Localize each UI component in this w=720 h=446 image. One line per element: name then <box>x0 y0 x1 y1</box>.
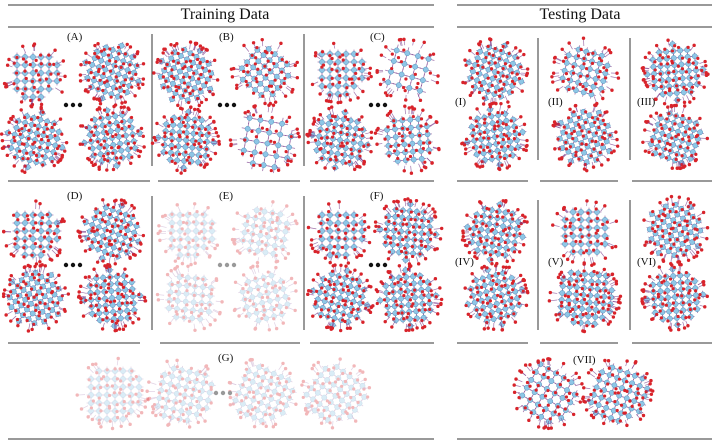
ellipsis-dot <box>77 262 83 268</box>
nanocluster <box>227 357 298 429</box>
panel-label-ii: (II) <box>548 96 563 108</box>
training-data-title: Training Data <box>180 6 270 23</box>
nanocluster <box>76 263 148 333</box>
ellipsis-dot <box>227 390 233 396</box>
divider-lines <box>8 4 712 440</box>
nanocluster <box>300 357 372 430</box>
ellipsis-dot <box>77 102 83 108</box>
ellipsis-dot <box>382 262 388 268</box>
panel-label-iv: (IV) <box>455 256 474 268</box>
nanocluster <box>641 103 710 171</box>
nanocluster <box>76 198 146 267</box>
nanocluster <box>373 197 444 266</box>
panel-label-f: (F) <box>370 190 384 202</box>
nanocluster <box>78 104 146 172</box>
ellipsis-dot <box>63 102 69 108</box>
nanocluster <box>460 199 529 266</box>
nanocluster <box>373 104 441 175</box>
nanocluster <box>156 202 220 267</box>
nanocluster <box>2 42 67 109</box>
nanocluster <box>228 103 301 174</box>
panel-label-v: (V) <box>548 256 564 268</box>
panel-label-vi: (VI) <box>637 256 656 268</box>
ellipsis-dot <box>382 102 388 108</box>
nanocluster <box>460 101 529 172</box>
ellipsis-dot <box>63 262 69 268</box>
testing-data-title: Testing Data <box>539 6 621 23</box>
nanocluster <box>230 200 299 265</box>
ellipsis-dot <box>70 102 76 108</box>
nanocluster <box>640 38 710 108</box>
nanocluster <box>155 264 224 332</box>
nanocluster-images <box>0 36 710 431</box>
panel-label-g: (G) <box>218 352 234 364</box>
panel-label-e: (E) <box>219 190 234 202</box>
nanocluster <box>375 37 440 103</box>
nanocluster <box>150 105 222 175</box>
ellipsis-dot <box>70 262 76 268</box>
nanocluster <box>1 263 71 333</box>
nanocluster <box>550 36 621 106</box>
ellipsis-dot <box>231 262 237 268</box>
nanocluster <box>463 261 530 332</box>
nanocluster <box>232 264 298 332</box>
ellipsis-dots <box>63 102 388 396</box>
ellipsis-dot <box>224 102 230 108</box>
nanocluster <box>306 263 375 333</box>
nanocluster <box>310 41 373 105</box>
nanocluster <box>642 194 710 266</box>
nanocluster <box>374 264 444 333</box>
panel-label-i: (I) <box>455 96 466 108</box>
ellipsis-dot <box>368 262 374 268</box>
nanocluster <box>78 41 146 107</box>
nanocluster <box>306 200 372 265</box>
ellipsis-dot <box>217 102 223 108</box>
nanocluster <box>547 261 623 334</box>
nanocluster <box>152 40 220 111</box>
panel-label-vii: (VII) <box>573 354 596 366</box>
nanocluster <box>581 358 655 428</box>
nanocluster <box>305 105 374 172</box>
ellipsis-dot <box>375 262 381 268</box>
ellipsis-dot <box>213 390 219 396</box>
nanocluster <box>640 262 709 332</box>
panel-label-c: (C) <box>370 31 385 43</box>
nanocluster <box>145 358 216 429</box>
nanocluster <box>1 199 66 266</box>
panel-label-a: (A) <box>67 31 83 43</box>
nanocluster <box>512 357 584 431</box>
nanocluster <box>551 199 619 267</box>
panel-label-b: (B) <box>219 31 234 43</box>
nanocluster <box>75 356 150 431</box>
ellipsis-dot <box>220 390 226 396</box>
nanocluster <box>461 37 530 107</box>
ellipsis-dot <box>368 102 374 108</box>
panel-label-d: (D) <box>67 190 83 202</box>
panel-label-iii: (III) <box>637 96 656 108</box>
ellipsis-dot <box>224 262 230 268</box>
nanocluster <box>551 103 620 173</box>
nanocluster <box>0 105 69 174</box>
ellipsis-dot <box>231 102 237 108</box>
ellipsis-dot <box>375 102 381 108</box>
nanocluster <box>229 37 300 106</box>
ellipsis-dot <box>217 262 223 268</box>
